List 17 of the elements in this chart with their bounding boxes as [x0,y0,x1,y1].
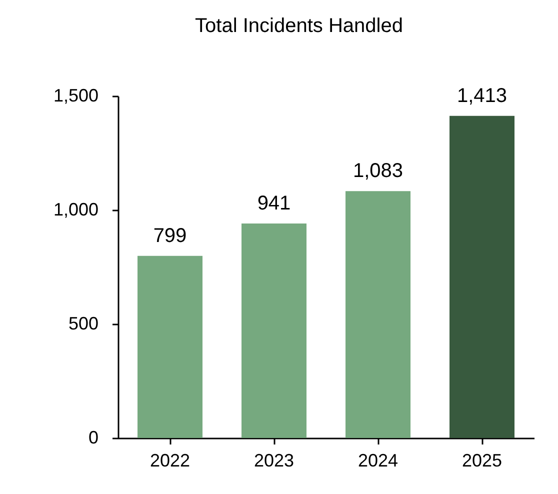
y-tick-label: 500 [68,314,98,334]
x-tick-label: 2025 [462,450,502,470]
data-label: 799 [153,224,187,247]
data-label: 1,083 [352,160,404,182]
y-tick-label: 0 [88,428,98,448]
bar [450,116,514,438]
chart-title: Total Incidents Handled [195,14,403,37]
bar [138,256,202,438]
data-label: 1,413 [456,84,508,107]
y-tick-label: 1,500 [53,86,98,106]
bar [346,191,410,438]
y-tick-label: 1,000 [53,200,98,220]
x-tick-label: 2024 [358,450,398,470]
data-label: 941 [257,192,291,214]
x-tick-label: 2023 [254,450,294,470]
bar [242,223,306,438]
x-tick-label: 2022 [150,450,190,470]
